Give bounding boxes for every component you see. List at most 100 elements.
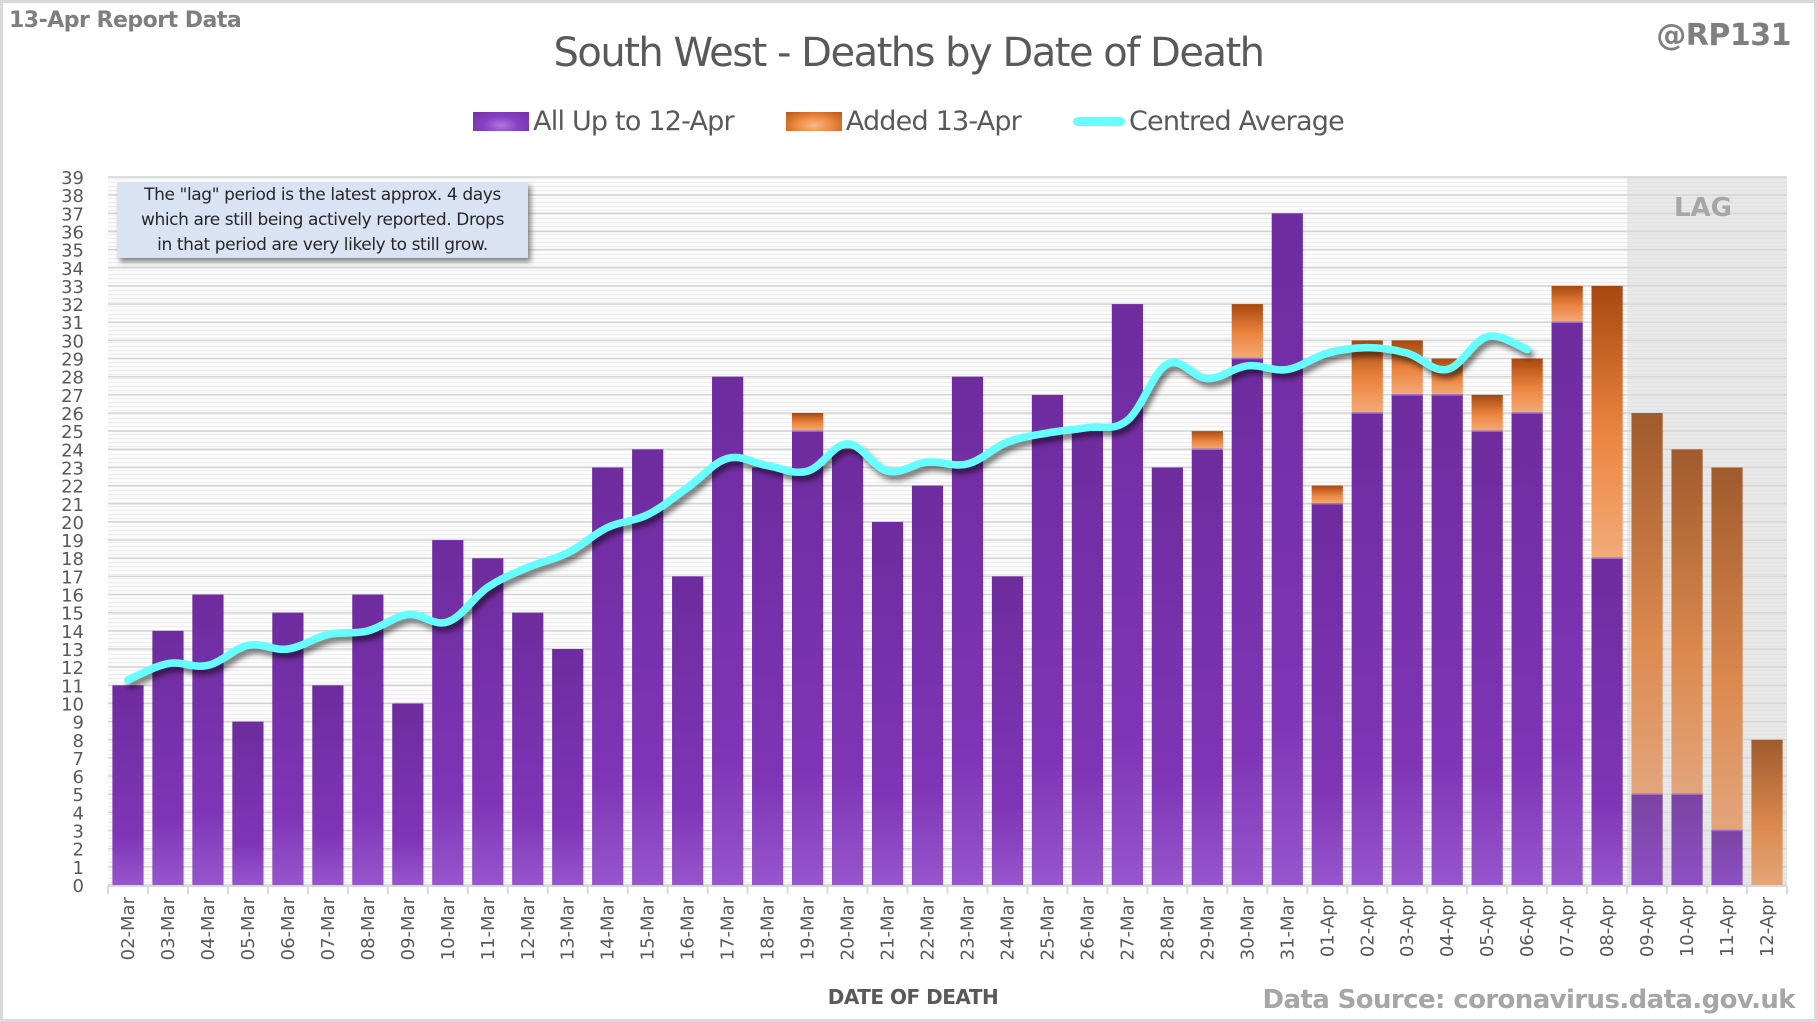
bar-all-up-to-17-Mar [712, 376, 744, 885]
y-tick-label: 1 [73, 858, 84, 879]
y-tick-label: 5 [73, 785, 84, 806]
legend-item-added[interactable]: Added 13-Apr [785, 106, 1022, 137]
bar-added-05-Apr [1471, 394, 1503, 432]
legend-item-centred-average[interactable]: Centred Average [1073, 106, 1345, 137]
x-tick-label: 27-Mar [1117, 896, 1138, 960]
x-tick-label: 10-Apr [1677, 896, 1698, 957]
x-tick-label: 01-Apr [1317, 896, 1338, 957]
bar-all-up-to-06-Mar [272, 612, 304, 885]
bar-all-up-to-20-Mar [831, 449, 864, 885]
bar-added-12-Apr [1751, 739, 1783, 885]
y-tick-label: 39 [61, 168, 84, 189]
y-tick-label: 31 [61, 313, 84, 334]
bar-added-11-Apr [1711, 467, 1743, 831]
x-tick-label: 09-Mar [398, 896, 419, 960]
x-tick-label: 19-Mar [798, 896, 819, 960]
x-tick-label: 18-Mar [758, 896, 779, 960]
y-tick-label: 16 [61, 586, 84, 607]
x-tick-label: 30-Mar [1237, 896, 1258, 960]
bar-added-01-Apr [1311, 485, 1343, 504]
y-tick-label: 14 [61, 622, 84, 643]
x-tick-label: 06-Mar [278, 896, 299, 960]
bar-all-up-to-29-Mar [1191, 449, 1223, 885]
y-tick-label: 38 [61, 186, 84, 207]
x-tick-label: 08-Mar [358, 896, 379, 960]
bar-all-up-to-02-Apr [1351, 413, 1383, 885]
x-tick-label: 08-Apr [1597, 896, 1618, 957]
x-tick-label: 04-Apr [1437, 896, 1458, 957]
y-tick-label: 25 [61, 422, 84, 443]
bar-all-up-to-25-Mar [1031, 394, 1064, 885]
bar-added-02-Apr [1351, 340, 1383, 413]
y-tick-label: 32 [61, 295, 84, 316]
bar-all-up-to-18-Mar [752, 467, 784, 885]
lag-annotation-box: The "lag" period is the latest approx. 4… [117, 182, 528, 258]
legend-swatch-purple-icon [473, 112, 530, 131]
y-tick-label: 7 [73, 749, 84, 770]
bar-all-up-to-09-Apr [1631, 794, 1663, 885]
y-tick-label: 19 [61, 531, 84, 552]
y-tick-label: 28 [61, 368, 84, 389]
bar-added-06-Apr [1511, 358, 1543, 413]
y-tick-label: 10 [61, 694, 84, 715]
bar-all-up-to-03-Apr [1391, 394, 1423, 885]
x-tick-label: 28-Mar [1157, 896, 1178, 960]
bar-all-up-to-30-Mar [1231, 358, 1263, 885]
author-handle: @RP131 [1656, 18, 1791, 53]
x-tick-label: 12-Mar [518, 896, 539, 960]
report-date-label: 13-Apr Report Data [9, 8, 242, 33]
bar-all-up-to-23-Mar [951, 376, 984, 885]
bar-all-up-to-08-Apr [1591, 558, 1623, 885]
y-tick-label: 26 [61, 404, 84, 425]
x-tick-label: 25-Mar [1037, 896, 1058, 960]
bar-all-up-to-05-Mar [232, 721, 264, 885]
y-tick-label: 11 [61, 676, 84, 697]
bar-all-up-to-11-Apr [1711, 830, 1743, 885]
x-tick-label: 07-Apr [1557, 896, 1578, 957]
bar-all-up-to-04-Mar [192, 594, 224, 885]
x-tick-label: 23-Mar [957, 896, 978, 960]
x-tick-label: 20-Mar [838, 896, 859, 960]
y-tick-label: 18 [61, 549, 84, 570]
legend-swatch-orange-icon [785, 112, 842, 131]
bar-all-up-to-11-Mar [472, 558, 504, 885]
bar-added-10-Apr [1671, 449, 1703, 795]
x-tick-label: 31-Mar [1277, 896, 1298, 960]
y-tick-label: 3 [73, 822, 84, 843]
bar-all-up-to-03-Mar [152, 630, 184, 885]
x-tick-label: 11-Mar [478, 896, 499, 960]
legend-label: All Up to 12-Apr [533, 106, 734, 137]
x-tick-label: 26-Mar [1077, 896, 1098, 960]
y-tick-label: 13 [61, 640, 84, 661]
bar-added-29-Mar [1191, 431, 1223, 450]
bar-all-up-to-22-Mar [911, 485, 944, 885]
bar-all-up-to-21-Mar [871, 521, 904, 885]
y-tick-label: 9 [73, 713, 84, 734]
bar-all-up-to-07-Apr [1551, 322, 1583, 885]
legend-label: Added 13-Apr [845, 106, 1022, 137]
bar-all-up-to-01-Apr [1311, 503, 1343, 885]
bar-all-up-to-09-Mar [392, 703, 424, 885]
centred-average-line [124, 332, 1531, 684]
y-tick-label: 8 [73, 731, 84, 752]
y-axis-ticks: 0123456789101112131415161718192021222324… [61, 168, 84, 897]
legend-label: Centred Average [1129, 106, 1345, 137]
y-tick-label: 22 [61, 477, 84, 498]
plot-background [108, 177, 1787, 885]
legend-swatch-line-icon [1073, 117, 1125, 126]
bar-added-19-Mar [791, 413, 824, 432]
bar-all-up-to-31-Mar [1271, 213, 1303, 886]
bar-added-30-Mar [1231, 304, 1263, 359]
bar-all-up-to-05-Apr [1471, 431, 1503, 885]
bar-all-up-to-26-Mar [1071, 431, 1104, 885]
legend-item-all-up-to[interactable]: All Up to 12-Apr [473, 106, 735, 137]
x-tick-label: 14-Mar [598, 896, 619, 960]
y-tick-label: 34 [61, 259, 84, 280]
y-tick-label: 17 [61, 567, 84, 588]
y-tick-label: 29 [61, 350, 84, 371]
y-tick-label: 12 [61, 658, 84, 679]
bar-all-up-to-07-Mar [312, 685, 344, 885]
y-tick-label: 4 [73, 803, 84, 824]
lag-label: LAG [1673, 193, 1733, 223]
y-tick-label: 15 [61, 604, 84, 625]
